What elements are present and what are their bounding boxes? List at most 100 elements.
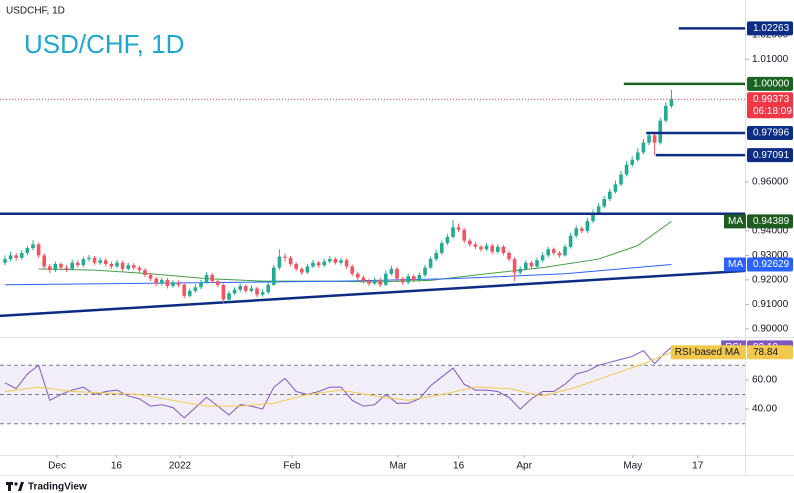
candle-body bbox=[473, 244, 478, 247]
candle-body bbox=[187, 290, 192, 296]
candle-body bbox=[283, 256, 287, 258]
price-badge bbox=[747, 76, 793, 91]
candle-body bbox=[361, 277, 366, 282]
candle-body bbox=[19, 252, 24, 258]
x-tick-label: 17 bbox=[692, 461, 704, 472]
candle-body bbox=[143, 270, 147, 275]
candle-body bbox=[400, 278, 405, 283]
candle-body bbox=[154, 278, 158, 284]
candle-body bbox=[647, 135, 651, 143]
x-tick-label: Feb bbox=[283, 461, 301, 472]
candle-body bbox=[518, 268, 523, 273]
candle-body bbox=[669, 99, 674, 106]
candle-body bbox=[428, 259, 433, 268]
candle-body bbox=[619, 174, 623, 185]
candle-body bbox=[305, 266, 310, 273]
level-label: 0.97091 bbox=[753, 150, 790, 161]
candle-body bbox=[350, 266, 354, 274]
logo bbox=[6, 482, 24, 491]
symbol-label: USDCHF, 1D bbox=[6, 6, 65, 17]
candle-body bbox=[384, 273, 388, 285]
candle-body bbox=[630, 159, 635, 165]
candle-body bbox=[406, 276, 411, 283]
candle-body bbox=[70, 262, 74, 269]
candle-body bbox=[355, 273, 360, 278]
candle-body bbox=[59, 263, 63, 268]
candle-body bbox=[120, 262, 125, 269]
candle-body bbox=[311, 262, 315, 267]
candle-body bbox=[199, 282, 203, 288]
candle-body bbox=[42, 255, 46, 267]
candle-body bbox=[423, 267, 427, 275]
indicator-line bbox=[4, 347, 672, 419]
candle-body bbox=[64, 267, 69, 269]
candle-body bbox=[540, 255, 545, 261]
last-price-badge bbox=[747, 92, 793, 119]
candle-body bbox=[215, 281, 220, 285]
candle-body bbox=[574, 228, 579, 236]
candle-body bbox=[3, 259, 7, 263]
candle-body bbox=[148, 274, 153, 279]
candle-body bbox=[563, 246, 567, 256]
x-tick-label: 16 bbox=[111, 461, 123, 472]
candle-body bbox=[440, 243, 444, 253]
candle-body bbox=[580, 228, 584, 231]
plot-layer: 0.90000 0.91000 0.92000 0.93000 0.94000 0.960… bbox=[0, 21, 793, 472]
candle-body bbox=[288, 257, 293, 264]
logo-mark bbox=[18, 482, 24, 491]
candle-body bbox=[109, 263, 114, 267]
candle-body bbox=[479, 246, 483, 250]
candle-body bbox=[641, 142, 646, 153]
y-tick-label: 0.90000 bbox=[752, 324, 789, 335]
candle-body bbox=[98, 260, 102, 263]
trendline bbox=[0, 269, 746, 318]
candle-body bbox=[451, 227, 455, 238]
level-label: 0.97996 bbox=[753, 128, 790, 139]
y-tick-label: 40.00 bbox=[752, 404, 777, 415]
candle-body bbox=[14, 255, 18, 258]
x-tick-label: Mar bbox=[390, 461, 408, 472]
candle-body bbox=[434, 252, 439, 260]
candle-body bbox=[658, 120, 663, 143]
candle-body bbox=[636, 152, 640, 160]
candle-body bbox=[75, 262, 80, 266]
candle-body bbox=[232, 289, 237, 294]
candle-body bbox=[524, 262, 528, 269]
candle-body bbox=[204, 274, 209, 283]
candle-body bbox=[490, 245, 495, 252]
candle-body bbox=[316, 262, 321, 266]
candle-body bbox=[608, 191, 612, 200]
candle-body bbox=[103, 260, 108, 264]
indicator-badge-name: RSI-based MA bbox=[675, 347, 740, 358]
last-price-label: 0.99373 bbox=[753, 94, 790, 105]
candle-body bbox=[585, 221, 590, 231]
candle-body bbox=[271, 267, 276, 285]
candle-body bbox=[53, 263, 58, 271]
price-badge bbox=[747, 214, 793, 229]
price-badge bbox=[747, 21, 793, 36]
candle-body bbox=[468, 240, 472, 245]
candle-body bbox=[367, 281, 371, 284]
candle-body bbox=[327, 259, 332, 262]
level-label: 1.00000 bbox=[753, 78, 790, 89]
logo-mark bbox=[8, 482, 11, 491]
price-badge bbox=[747, 148, 793, 163]
candle-body bbox=[512, 259, 517, 273]
candle-body bbox=[171, 282, 175, 287]
candle-body bbox=[557, 252, 562, 256]
indicator-badge-value: 78.84 bbox=[753, 347, 778, 358]
candle-body bbox=[165, 279, 170, 287]
candle-body bbox=[115, 262, 119, 267]
y-tick-label: 0.93000 bbox=[752, 250, 789, 261]
indicator-badge-name-bg bbox=[670, 345, 746, 360]
x-tick-label: Dec bbox=[48, 461, 66, 472]
candle-body bbox=[238, 286, 242, 290]
candle-body bbox=[210, 274, 214, 282]
candle-body bbox=[159, 279, 164, 284]
candle-body bbox=[395, 268, 399, 279]
candle-body bbox=[552, 249, 556, 253]
candle-body bbox=[277, 256, 282, 268]
